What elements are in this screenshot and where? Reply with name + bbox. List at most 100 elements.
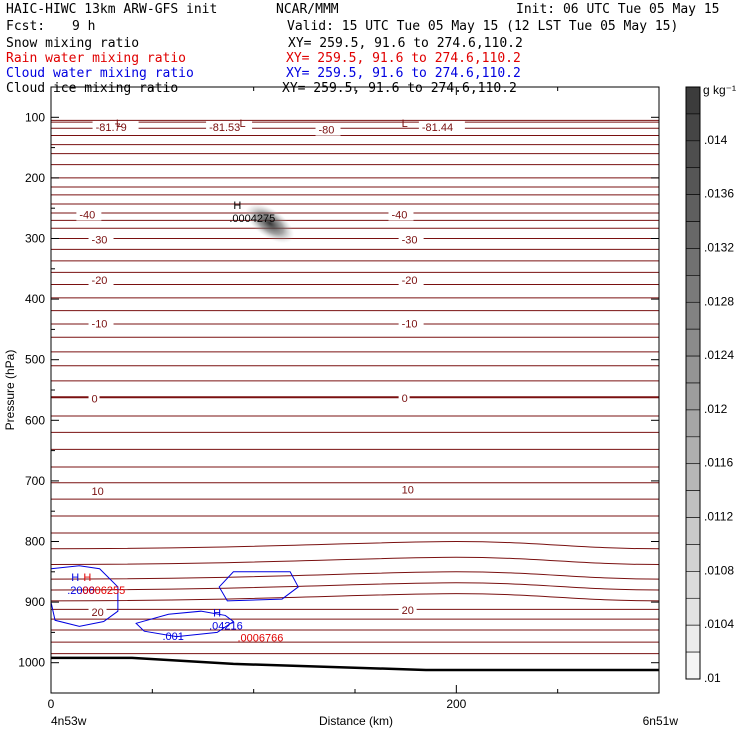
contour-label-bg: [206, 121, 253, 134]
isotherm-line: [50, 540, 660, 550]
high-marker: H: [213, 607, 221, 619]
colorbar-label: .0108: [704, 563, 734, 577]
temperature-contour-label: -40: [79, 209, 95, 221]
colorbar-segment: [685, 221, 701, 249]
colorbar-label: .012: [704, 402, 728, 416]
y-tick-label: 600: [25, 413, 45, 427]
colorbar-segment: [685, 409, 701, 438]
temperature-contour-label: -81.79: [96, 122, 127, 134]
colorbar-segment: [685, 571, 701, 599]
colorbar-label: .0104: [704, 617, 734, 631]
contour-label-bg: [88, 233, 114, 246]
contour-label-bg: [398, 273, 424, 286]
colorbar-segment: [685, 194, 701, 222]
temperature-contour-label: 20: [92, 607, 104, 619]
isotherm-line: [50, 593, 660, 602]
colorbar-label: .014: [704, 133, 728, 147]
contour-label-bg: [398, 392, 410, 405]
temperature-contour-label: -80: [319, 125, 335, 137]
y-tick-label: 1000: [18, 656, 45, 670]
field-xy-cloud-ice: XY= 259.5, 91.6 to 274.6,110.2: [282, 81, 517, 96]
colorbar-segment: [685, 355, 701, 384]
contour-label-bg: [398, 483, 417, 496]
colorbar-segment: [685, 544, 701, 572]
field-xy-cloud-water: XY= 259.5, 91.6 to 274.6,110.2: [286, 66, 521, 81]
x-tick-label: 200: [446, 697, 466, 711]
y-tick-label: 200: [25, 171, 45, 185]
left-endpoint-label: 4n53w: [51, 714, 87, 728]
low-marker: L: [239, 118, 245, 130]
high-value-label: .04216: [209, 620, 243, 632]
temperature-contour-label: 20: [402, 605, 414, 617]
y-tick-label: 700: [25, 474, 45, 488]
temperature-contour-label: -10: [92, 319, 108, 331]
colorbar-label: .0128: [704, 294, 734, 308]
isotherm-line: [50, 582, 660, 591]
cloud-water-contour: [218, 571, 299, 602]
colorbar-segment: [685, 275, 701, 303]
cloud-water-contour: [135, 610, 235, 638]
colorbar-segment: [685, 624, 701, 653]
y-tick-label: 800: [25, 535, 45, 549]
contour-label-bg: [92, 121, 139, 134]
field-xy-rain: XY= 259.5, 91.6 to 274.6,110.2: [286, 51, 521, 66]
colorbar-segment: [685, 597, 701, 626]
colorbar-segment: [685, 651, 701, 680]
ground-surface-line: [51, 656, 659, 672]
low-marker: L: [116, 118, 122, 130]
field-name-snow: Snow mixing ratio: [6, 36, 140, 51]
y-tick-label: 500: [25, 353, 45, 367]
colorbar-segment: [685, 490, 701, 518]
colorbar-frame: [685, 86, 701, 680]
colorbar-unit: g kg⁻¹: [703, 83, 736, 97]
colorbar-label: .0112: [704, 510, 733, 524]
high-marker: H: [71, 572, 79, 584]
temperature-contour-label: -81.44: [422, 122, 453, 134]
colorbar-label: .0132: [704, 240, 734, 254]
contour-label-bg: [88, 392, 100, 405]
snow-ratio-shading: [245, 203, 295, 244]
contour-label-bg: [88, 273, 114, 286]
temperature-contour-label: -30: [402, 234, 418, 246]
high-marker: H: [233, 200, 241, 212]
temperature-contour-label: -10: [402, 319, 418, 331]
high-value-label: .0006255: [79, 585, 125, 597]
temperature-contour-label: -30: [92, 234, 108, 246]
plot-valid-time: Valid: 15 UTC Tue 05 May 15 (12 LST Tue …: [287, 19, 679, 34]
y-tick-label: 400: [25, 292, 45, 306]
contour-label-bg: [88, 317, 114, 330]
temperature-contour-label: 10: [92, 486, 104, 498]
y-tick-label: 100: [25, 110, 45, 124]
field-name-rain: Rain water mixing ratio: [6, 51, 187, 66]
y-axis-label: Pressure (hPa): [3, 350, 17, 431]
temperature-contour-label: -40: [391, 209, 407, 221]
cloud-water-contour: [50, 565, 119, 627]
contour-label-bg: [398, 233, 424, 246]
low-marker: L: [402, 118, 408, 130]
colorbar-segment: [685, 113, 701, 142]
high-value-label: .0004275: [229, 213, 275, 225]
colorbar-label: .0136: [704, 187, 734, 201]
colorbar-segment: [685, 463, 701, 491]
colorbar-label: .0116: [704, 456, 733, 470]
high-marker: H: [83, 572, 91, 584]
contour-label-bg: [88, 484, 107, 497]
y-tick-label: 300: [25, 232, 45, 246]
y-tick-label: 900: [25, 595, 45, 609]
temperature-contour-label: 0: [402, 393, 408, 405]
right-endpoint-label: 6n51w: [643, 714, 679, 728]
forecast-label: Fcst:: [6, 19, 46, 34]
colorbar-segment: [685, 167, 701, 195]
contour-label-bg: [398, 604, 417, 617]
plot-org: NCAR/MMM: [276, 2, 339, 17]
colorbar-segment: [685, 436, 701, 465]
colorbar-segment: [685, 382, 701, 411]
temperature-contour-label: 10: [402, 485, 414, 497]
temperature-contour-label: -20: [402, 275, 418, 287]
temperature-contour-label: -20: [92, 275, 108, 287]
contour-label-bg: [388, 208, 414, 221]
contour-label-bg: [76, 208, 102, 221]
colorbar-segment: [685, 86, 701, 115]
high-value-label: .0006766: [237, 632, 283, 644]
